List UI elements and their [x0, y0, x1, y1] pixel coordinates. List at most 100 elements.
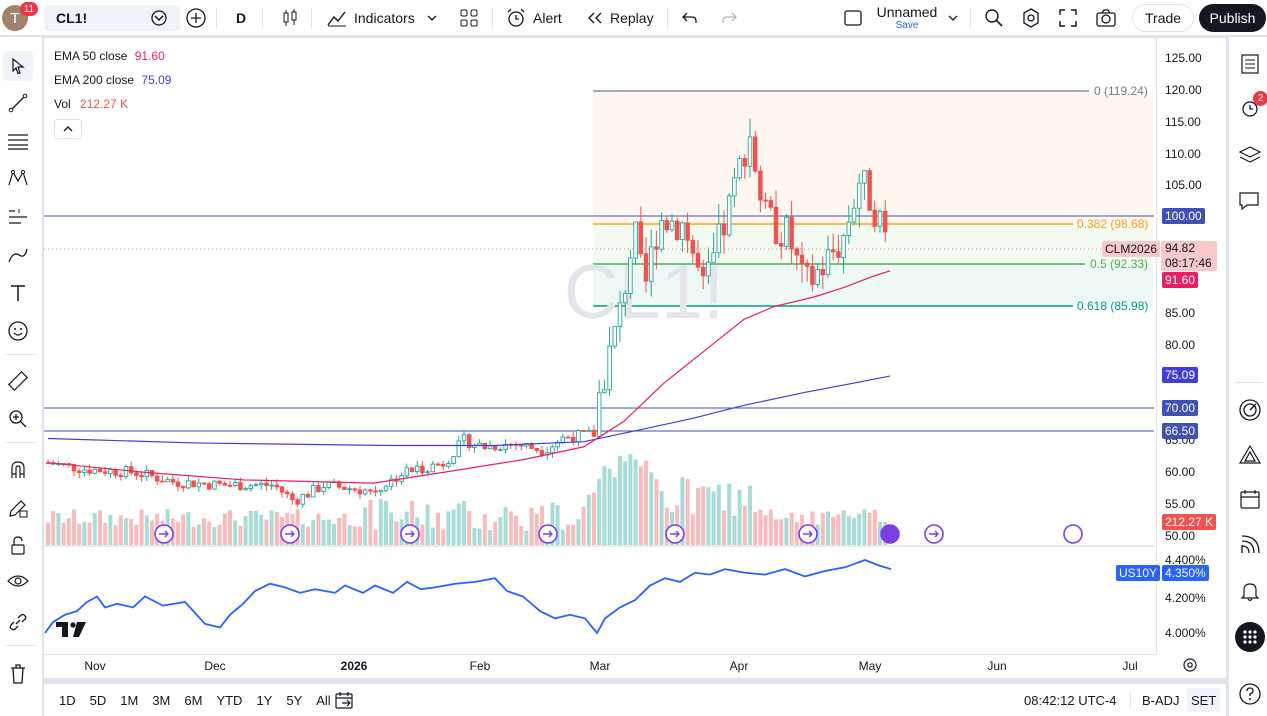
- volume-bar: [498, 516, 503, 545]
- candle-body: [612, 326, 618, 347]
- interval-button[interactable]: D: [236, 10, 247, 26]
- alerts-button[interactable]: 2: [1235, 91, 1267, 123]
- candle-body: [388, 478, 394, 487]
- tag-ema50: 91.60: [1162, 272, 1199, 288]
- layout-name-button[interactable]: Unnamed Save: [872, 0, 942, 36]
- range-button[interactable]: 1Y: [256, 692, 273, 708]
- quick-search-button[interactable]: [983, 0, 1005, 36]
- event-markers[interactable]: [154, 524, 1083, 544]
- icon-tool[interactable]: [3, 316, 33, 346]
- lower-pane-axis[interactable]: 4.400% 4.200% 4.000%: [1156, 546, 1226, 654]
- time-axis[interactable]: Nov Dec 2026 Feb Mar Apr May Jun Jul: [44, 654, 1156, 678]
- layout-menu-button[interactable]: [947, 0, 959, 36]
- legend-ema50[interactable]: EMA 50 close 91.60: [54, 49, 165, 63]
- session-toggle[interactable]: SET: [1187, 688, 1221, 712]
- lock-tool[interactable]: [3, 531, 33, 561]
- alerts-badge: 2: [1253, 91, 1267, 106]
- price-axis[interactable]: 125.00120.00115.00110.00105.00100.0095.0…: [1156, 38, 1226, 546]
- fib-label-382: 0.382 (98.68): [1077, 217, 1149, 231]
- alert-button[interactable]: Alert: [505, 0, 562, 36]
- candle-body: [227, 484, 233, 487]
- indicators-button[interactable]: Indicators: [326, 0, 437, 36]
- snapshot-button[interactable]: [1095, 0, 1117, 36]
- fib-zone-lower: [593, 264, 1153, 306]
- cursor-tool[interactable]: [3, 51, 33, 81]
- layout-toggle[interactable]: [843, 0, 863, 36]
- legend-ema200[interactable]: EMA 200 close 75.09: [54, 73, 171, 87]
- notifications-button[interactable]: [1235, 576, 1265, 606]
- replay-button[interactable]: Replay: [586, 0, 654, 36]
- streams-button[interactable]: [1235, 530, 1265, 560]
- axis-settings-icon[interactable]: [1183, 658, 1197, 672]
- volume-bar: [846, 515, 851, 545]
- candle-body: [742, 158, 748, 167]
- event-arrow: [670, 530, 680, 538]
- adjustment-toggle[interactable]: B-ADJ: [1142, 692, 1180, 708]
- brush-tool[interactable]: [3, 240, 33, 270]
- trend-line-tool[interactable]: [3, 88, 33, 118]
- candle-body: [810, 265, 815, 285]
- lower-axis-label: 4.400%: [1165, 553, 1206, 567]
- range-button[interactable]: 6M: [184, 692, 203, 708]
- text-tool[interactable]: [3, 278, 33, 308]
- legend-ema200-label: EMA 200 close: [54, 73, 135, 87]
- remove-tool[interactable]: [3, 659, 33, 689]
- goto-date-button[interactable]: [334, 684, 356, 716]
- chart-area[interactable]: CL1! EMA 50 close 91.60 EMA 200 close 75…: [44, 38, 1226, 678]
- forecast-tool[interactable]: [3, 202, 33, 232]
- pattern-tool[interactable]: [3, 163, 33, 193]
- volume-bar: [872, 509, 877, 545]
- volume-bar: [264, 519, 269, 545]
- volume-bar: [706, 487, 711, 545]
- camera-icon: [1096, 9, 1116, 27]
- range-button[interactable]: 1D: [59, 692, 76, 708]
- products-button[interactable]: [1235, 622, 1265, 652]
- add-symbol-button[interactable]: [185, 0, 207, 36]
- help-button[interactable]: [1235, 679, 1265, 709]
- range-button[interactable]: All: [316, 692, 331, 708]
- candle-body: [487, 445, 493, 450]
- sync-tool[interactable]: [3, 607, 33, 637]
- range-button[interactable]: 1M: [120, 692, 139, 708]
- fib-tool[interactable]: [3, 126, 33, 156]
- undo-button[interactable]: [681, 0, 699, 36]
- avatar[interactable]: T 11: [2, 0, 38, 36]
- layouts-button[interactable]: [459, 0, 479, 36]
- candle-body: [269, 484, 274, 487]
- keep-drawing-tool[interactable]: [3, 493, 33, 523]
- zoom-tool[interactable]: [3, 404, 33, 434]
- hide-tool[interactable]: [3, 566, 33, 596]
- chart-type-button[interactable]: [280, 0, 300, 36]
- range-button[interactable]: 5D: [89, 692, 107, 708]
- chart-canvas[interactable]: CL1!: [44, 38, 1226, 678]
- timezone-clock[interactable]: 08:42:12 UTC-4: [1024, 692, 1117, 708]
- trade-button[interactable]: Trade: [1132, 0, 1195, 36]
- watchlist-button[interactable]: [1235, 49, 1265, 79]
- volume-bar: [300, 523, 305, 545]
- symbol-search[interactable]: CL1!: [44, 0, 180, 36]
- tradingview-logo[interactable]: [56, 622, 86, 637]
- range-button[interactable]: 3M: [152, 692, 171, 708]
- calendar-button[interactable]: [1235, 484, 1265, 514]
- tag-hline-66-5: 66.50: [1162, 423, 1199, 439]
- magnet-tool[interactable]: [3, 455, 33, 485]
- compare-icon[interactable]: [150, 9, 168, 27]
- data-window-button[interactable]: [1235, 140, 1265, 170]
- redo-button[interactable]: [720, 0, 738, 36]
- volume-bar: [181, 514, 186, 545]
- fullscreen-button[interactable]: [1058, 0, 1078, 36]
- measure-tool[interactable]: [3, 366, 33, 396]
- trading-panel-button[interactable]: [1235, 395, 1265, 425]
- ideas-button[interactable]: [1235, 440, 1265, 470]
- candle-body: [248, 485, 254, 490]
- range-button[interactable]: YTD: [216, 692, 243, 708]
- chats-button[interactable]: [1235, 186, 1265, 216]
- volume-bar: [248, 510, 253, 545]
- collapse-legend-button[interactable]: [54, 119, 82, 139]
- candle-body: [732, 177, 737, 197]
- publish-button[interactable]: Publish: [1199, 0, 1266, 36]
- settings-button[interactable]: [1020, 0, 1042, 36]
- legend-vol[interactable]: Vol 212.27 K: [54, 97, 128, 111]
- range-button[interactable]: 5Y: [286, 692, 303, 708]
- volume-bar: [763, 515, 768, 545]
